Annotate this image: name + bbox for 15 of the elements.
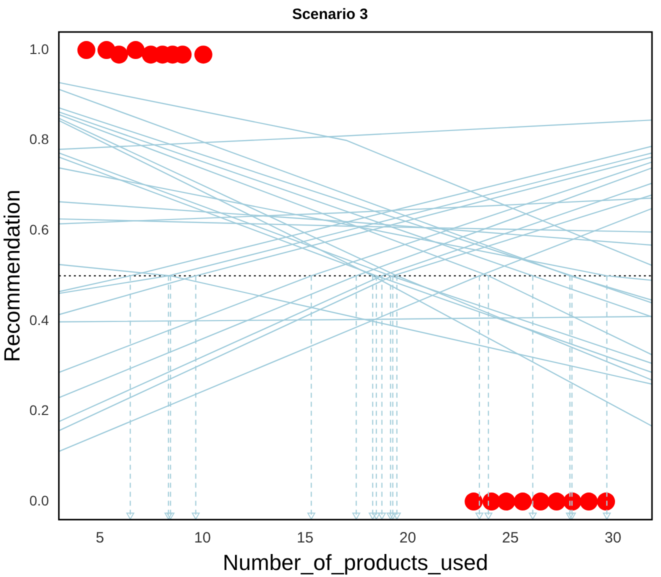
chart-title: Scenario 3 bbox=[292, 6, 368, 24]
y-tick-label: 0.6 bbox=[29, 222, 50, 238]
y-axis-title: Recommendation bbox=[0, 190, 24, 362]
x-tick-label: 15 bbox=[296, 530, 314, 547]
y-tick-label: 0.4 bbox=[29, 312, 50, 328]
y-tick-label: 0.8 bbox=[29, 131, 50, 148]
x-tick-label: 10 bbox=[194, 530, 211, 547]
y-tick-label: 0.0 bbox=[29, 492, 50, 508]
x-tick-label: 20 bbox=[399, 530, 416, 547]
x-tick-label: 30 bbox=[604, 530, 622, 547]
y-tick-label: 0.2 bbox=[29, 402, 50, 418]
x-tick-label: 5 bbox=[96, 530, 104, 547]
x-axis-title: Number_of_products_used bbox=[222, 550, 488, 575]
y-tick-label: 1.0 bbox=[29, 40, 50, 57]
x-tick-label: 25 bbox=[502, 530, 519, 547]
